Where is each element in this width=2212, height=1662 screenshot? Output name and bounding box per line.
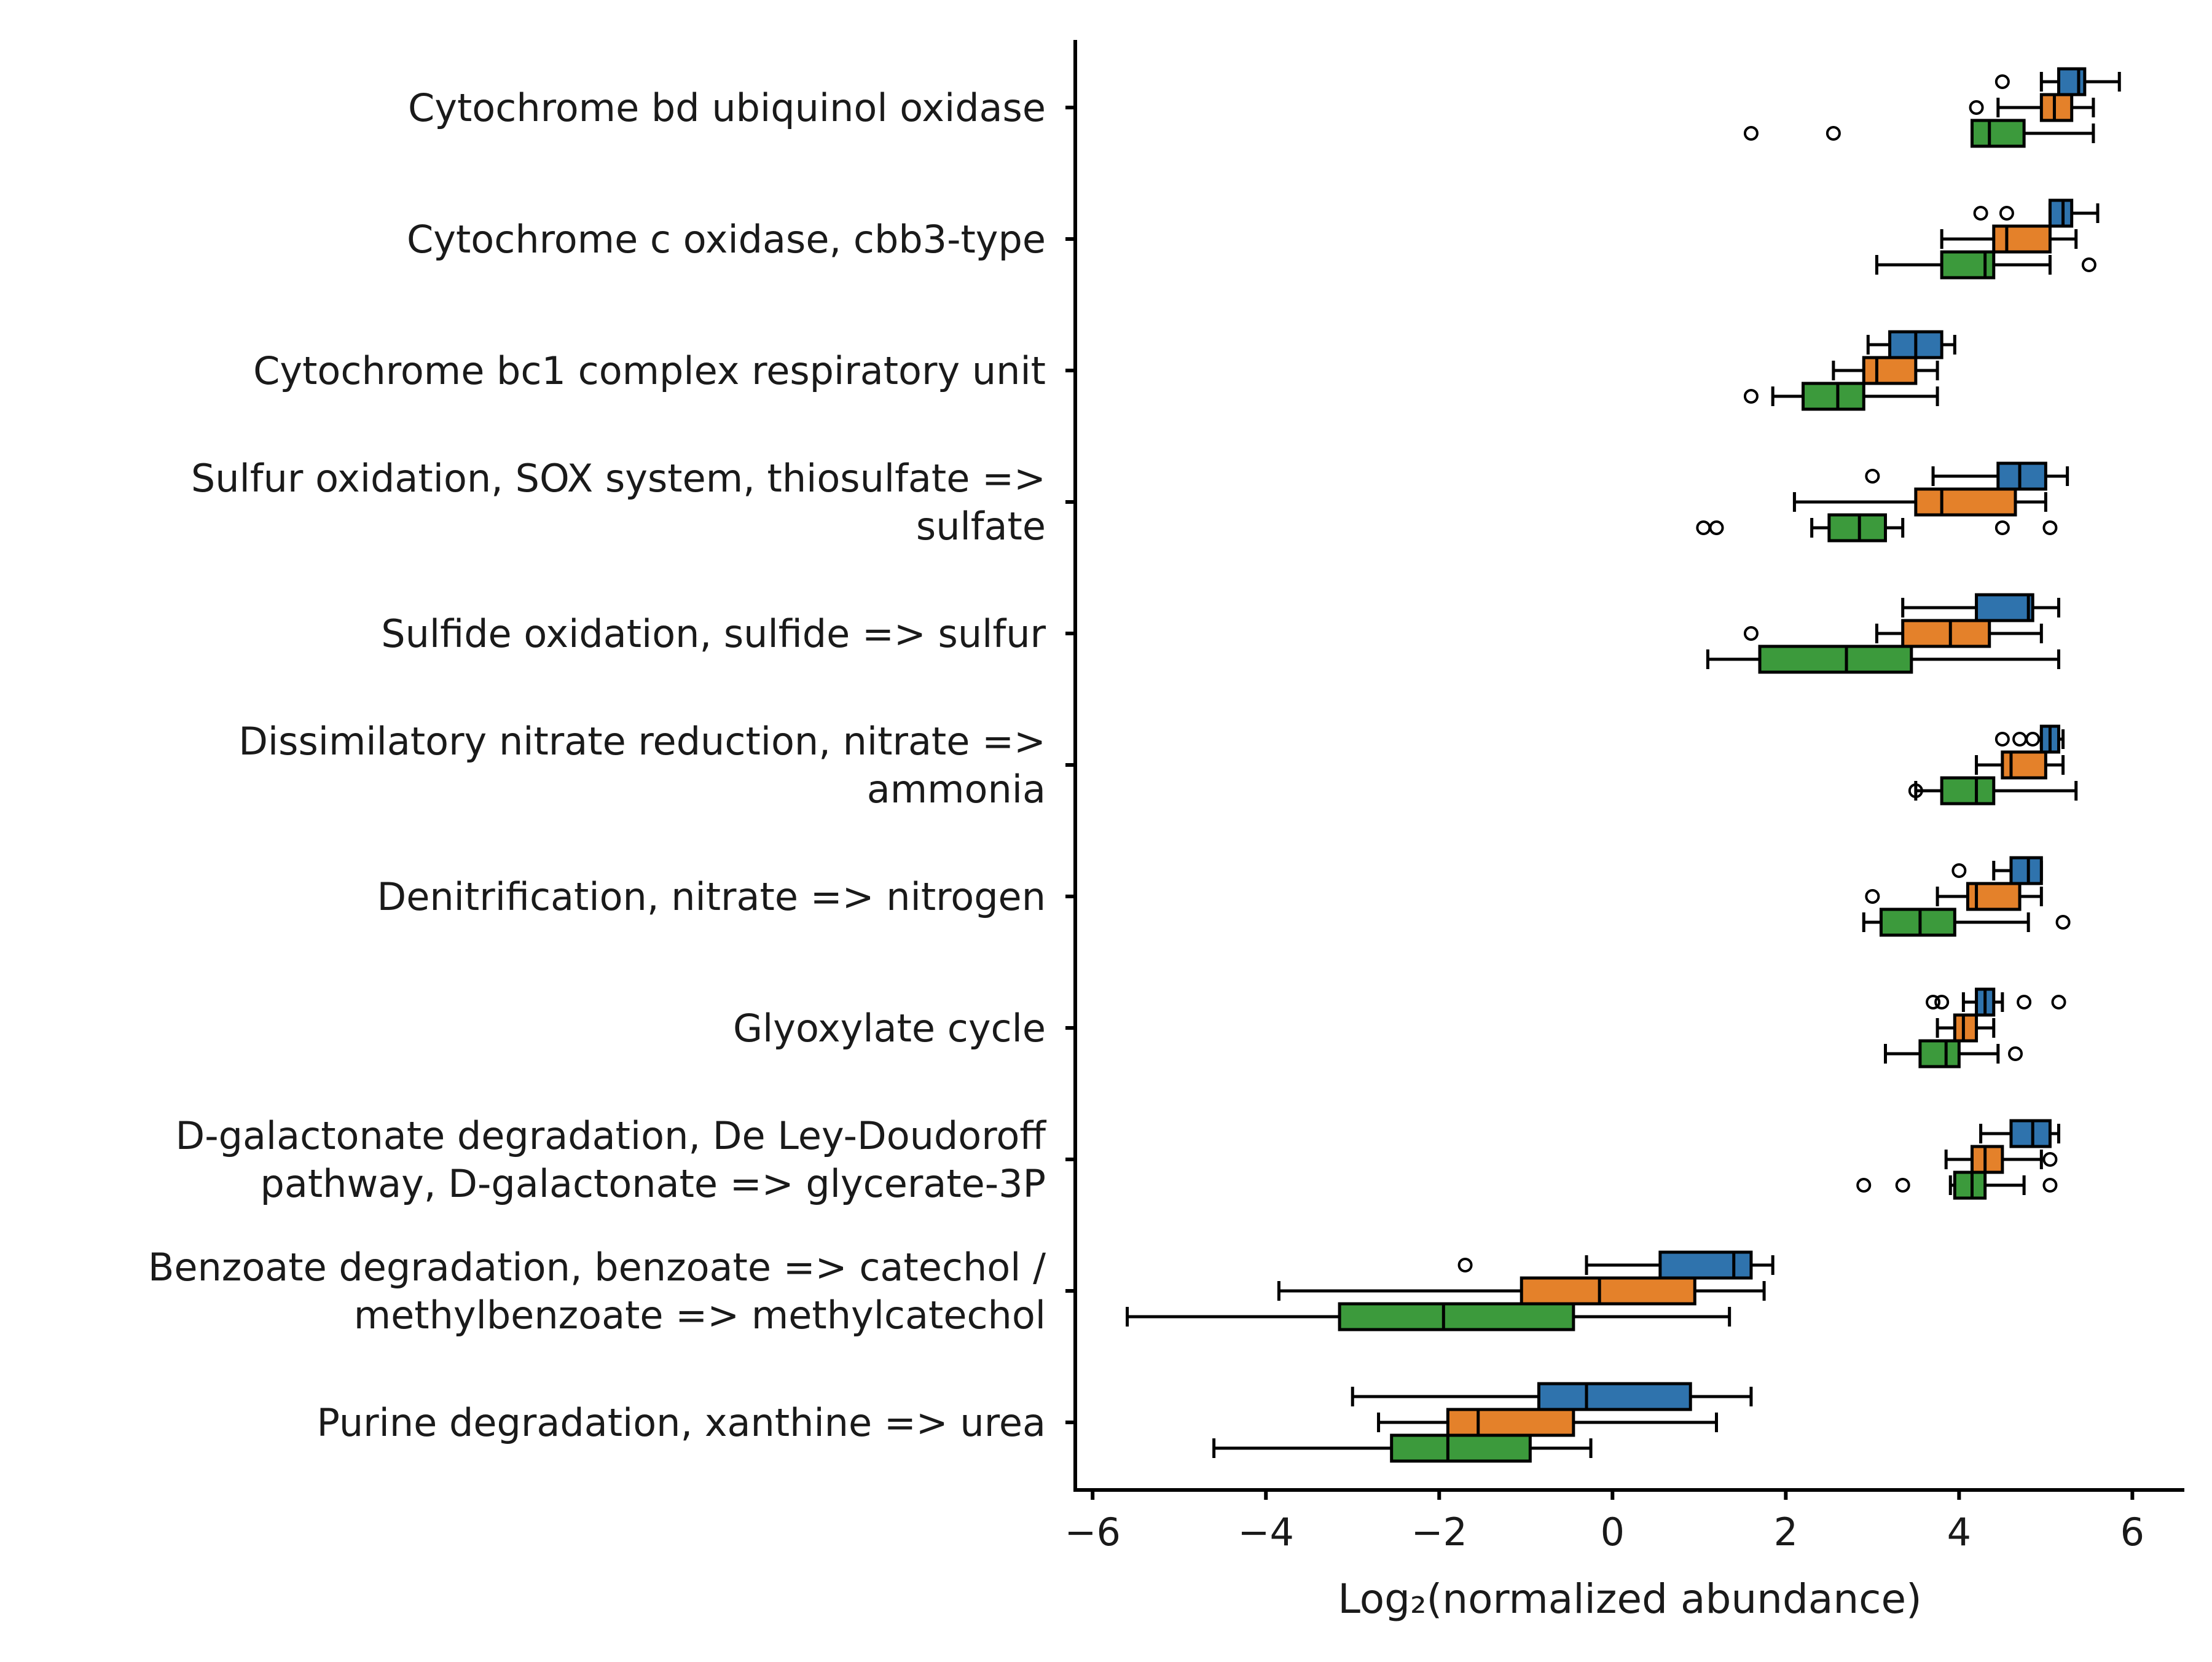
category-label: methylbenzoate => methylcatechol bbox=[354, 1293, 1046, 1338]
category-group bbox=[1212, 1382, 1753, 1463]
outlier-point bbox=[1709, 520, 1724, 535]
outlier-point bbox=[2042, 520, 2058, 535]
box-iqr bbox=[1918, 1039, 1961, 1068]
x-tick-label: −4 bbox=[1238, 1510, 1294, 1554]
outlier-point bbox=[1908, 783, 1923, 798]
category-group bbox=[1908, 724, 2078, 806]
outlier-point bbox=[1934, 995, 1950, 1009]
outlier-point bbox=[2008, 1046, 2023, 1061]
outlier-point bbox=[2055, 915, 2071, 930]
box-iqr bbox=[1862, 356, 1918, 385]
outlier-point bbox=[1994, 732, 2010, 747]
outlier-point bbox=[1743, 126, 1759, 141]
box-iqr bbox=[1446, 1408, 1575, 1437]
outlier-point bbox=[1696, 520, 1711, 535]
x-tick-label: 2 bbox=[1774, 1510, 1798, 1554]
box-iqr bbox=[2001, 750, 2047, 780]
box-iqr bbox=[1992, 224, 2052, 254]
box-iqr bbox=[2009, 856, 2043, 885]
outlier-point bbox=[1994, 520, 2010, 535]
outlier-point bbox=[1457, 1258, 1473, 1272]
box-iqr bbox=[1914, 487, 2017, 517]
box-iqr bbox=[1537, 1382, 1692, 1411]
category-label: Purine degradation, xanthine => urea bbox=[317, 1400, 1046, 1445]
x-tick-label: −6 bbox=[1065, 1510, 1121, 1554]
outlier-point bbox=[2081, 257, 2096, 272]
category-label: Cytochrome bd ubiquinol oxidase bbox=[408, 85, 1046, 130]
category-group bbox=[1706, 593, 2061, 674]
box-iqr bbox=[1953, 1013, 1979, 1043]
category-group bbox=[1856, 1119, 2061, 1200]
box-iqr bbox=[1901, 619, 1991, 648]
outlier-point bbox=[2042, 1178, 2058, 1193]
box-iqr bbox=[1996, 461, 2047, 491]
category-label: Sulfur oxidation, SOX system, thiosulfat… bbox=[191, 456, 1046, 501]
category-label: Denitrification, nitrate => nitrogen bbox=[377, 874, 1046, 919]
box-iqr bbox=[1338, 1302, 1575, 1331]
outlier-point bbox=[1994, 74, 2010, 89]
category-label: Cytochrome c oxidase, cbb3-type bbox=[407, 217, 1046, 262]
category-group bbox=[1862, 856, 2071, 937]
box-iqr bbox=[1520, 1276, 1696, 1306]
category-label: sulfate bbox=[916, 504, 1046, 549]
outlier-point bbox=[1856, 1178, 1872, 1193]
outlier-point bbox=[2017, 995, 2032, 1009]
box-iqr bbox=[1879, 907, 1956, 937]
box-iqr bbox=[2057, 67, 2087, 96]
outlier-point bbox=[1999, 206, 2014, 221]
category-label: Dissimilatory nitrate reduction, nitrate… bbox=[238, 719, 1046, 764]
outlier-point bbox=[1865, 469, 1880, 484]
box-iqr bbox=[1975, 593, 2034, 622]
x-axis-title: Log₂(normalized abundance) bbox=[1338, 1575, 1922, 1623]
x-tick-label: 0 bbox=[1601, 1510, 1625, 1554]
outlier-point bbox=[1865, 889, 1880, 904]
category-group bbox=[1743, 67, 2121, 148]
category-group bbox=[1875, 198, 2100, 280]
outlier-point bbox=[1926, 995, 1941, 1009]
outlier-point bbox=[1743, 389, 1759, 404]
outlier-point bbox=[2025, 732, 2041, 747]
box-iqr bbox=[2039, 93, 2074, 122]
outlier-point bbox=[1895, 1178, 1910, 1193]
category-label: Sulfide oxidation, sulfide => sulfur bbox=[381, 611, 1046, 656]
outlier-point bbox=[1743, 626, 1759, 641]
box-iqr bbox=[1971, 119, 2026, 148]
box-iqr bbox=[1658, 1250, 1753, 1280]
category-label: ammonia bbox=[867, 767, 1046, 812]
category-label: D-galactonate degradation, De Ley-Doudor… bbox=[175, 1113, 1046, 1158]
box-iqr bbox=[1758, 645, 1913, 674]
x-tick-label: −2 bbox=[1411, 1510, 1467, 1554]
x-tick-label: 4 bbox=[1947, 1510, 1971, 1554]
box-iqr bbox=[2048, 198, 2074, 228]
box-iqr bbox=[1940, 776, 1996, 806]
outlier-point bbox=[1951, 863, 1967, 878]
outlier-point bbox=[1973, 206, 1988, 221]
category-label: Benzoate degradation, benzoate => catech… bbox=[148, 1245, 1046, 1290]
box-iqr bbox=[1390, 1433, 1532, 1463]
category-group bbox=[1743, 330, 1956, 411]
category-group bbox=[1126, 1250, 1775, 1331]
outlier-point bbox=[2051, 995, 2066, 1009]
box-iqr bbox=[1802, 382, 1865, 411]
box-iqr bbox=[1953, 1170, 1987, 1200]
x-tick-label: 6 bbox=[2120, 1510, 2144, 1554]
box-iqr bbox=[1971, 1145, 2004, 1174]
category-label: pathway, D-galactonate => glycerate-3P bbox=[261, 1161, 1046, 1206]
outlier-point bbox=[2012, 732, 2028, 747]
category-label: Cytochrome bc1 complex respiratory unit bbox=[253, 348, 1046, 393]
box-iqr bbox=[1827, 513, 1887, 543]
category-group bbox=[1696, 461, 2069, 543]
outlier-point bbox=[1969, 100, 1984, 115]
category-label: Glyoxylate cycle bbox=[733, 1006, 1046, 1051]
outlier-point bbox=[1826, 126, 1841, 141]
category-group bbox=[1883, 987, 2066, 1068]
box-iqr bbox=[2009, 1119, 2052, 1148]
outlier-point bbox=[2042, 1152, 2058, 1167]
